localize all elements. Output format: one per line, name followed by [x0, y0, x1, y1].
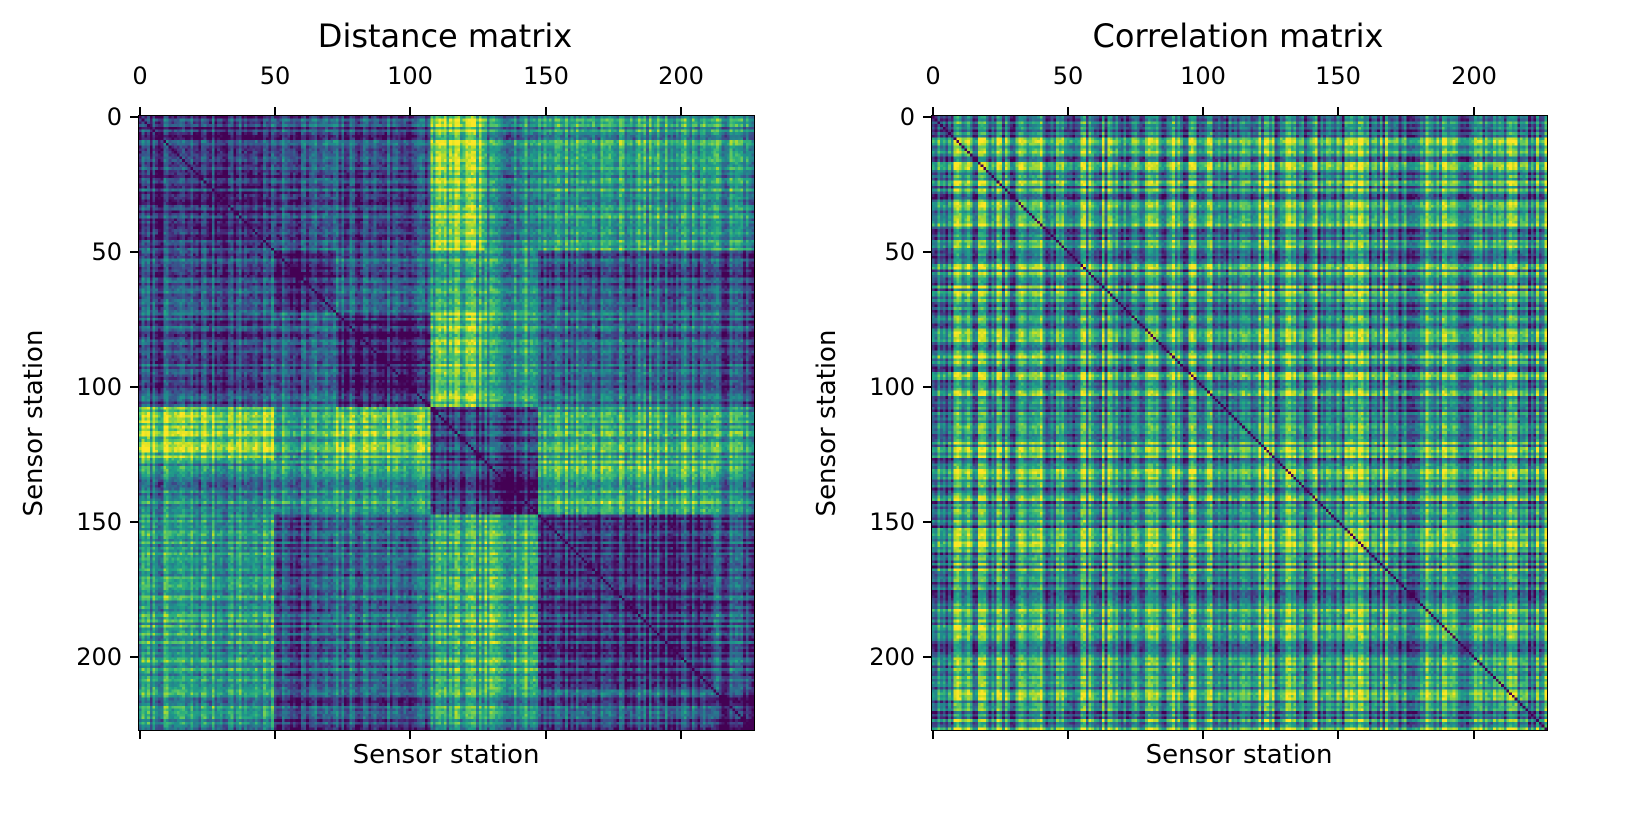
y-tick-mark [130, 656, 138, 658]
correlation-heatmap-cells [932, 116, 1547, 730]
chart-title: Distance matrix [317, 17, 573, 55]
x-tick-mark-bottom [1337, 731, 1339, 739]
y-tick-label: 50 [884, 238, 915, 266]
x-tick-mark-top [409, 107, 411, 115]
x-tick-label: 100 [387, 62, 433, 90]
x-tick-mark-bottom [545, 731, 547, 739]
x-tick-mark-bottom [409, 731, 411, 739]
x-tick-mark-bottom [932, 731, 934, 739]
y-tick-mark [923, 116, 931, 118]
x-tick-mark-top [1473, 107, 1475, 115]
x-tick-mark-top [1202, 107, 1204, 115]
y-tick-mark [130, 116, 138, 118]
x-tick-mark-bottom [1473, 731, 1475, 739]
x-axis-label: Sensor station [1145, 740, 1333, 770]
x-axis-label: Sensor station [352, 740, 540, 770]
y-tick-label: 200 [76, 643, 122, 671]
x-tick-label: 150 [523, 62, 569, 90]
y-tick-label: 150 [76, 508, 122, 536]
x-tick-label: 50 [1052, 62, 1084, 90]
x-tick-mark-top [139, 107, 141, 115]
chart-title: Correlation matrix [1092, 17, 1384, 55]
x-tick-label: 200 [658, 62, 704, 90]
x-tick-mark-bottom [1067, 731, 1069, 739]
y-tick-mark [130, 251, 138, 253]
x-tick-mark-bottom [680, 731, 682, 739]
x-tick-label: 200 [1451, 62, 1497, 90]
x-tick-mark-bottom [274, 731, 276, 739]
x-tick-label: 150 [1315, 62, 1361, 90]
x-tick-mark-top [545, 107, 547, 115]
y-tick-label: 150 [869, 508, 915, 536]
x-tick-label: 50 [259, 62, 291, 90]
y-tick-mark [923, 251, 931, 253]
x-tick-mark-top [1067, 107, 1069, 115]
y-tick-label: 0 [899, 103, 915, 131]
x-tick-mark-bottom [1202, 731, 1204, 739]
y-tick-label: 50 [91, 238, 122, 266]
x-tick-label: 0 [132, 62, 148, 90]
x-tick-mark-top [932, 107, 934, 115]
y-tick-label: 0 [106, 103, 122, 131]
x-tick-mark-top [1337, 107, 1339, 115]
distance-heatmap-cells [139, 116, 754, 730]
y-tick-label: 100 [869, 373, 915, 401]
y-axis-label: Sensor station [812, 329, 842, 517]
y-tick-label: 100 [76, 373, 122, 401]
y-tick-label: 200 [869, 643, 915, 671]
x-tick-label: 0 [925, 62, 941, 90]
y-tick-mark [130, 521, 138, 523]
x-tick-label: 100 [1180, 62, 1226, 90]
correlation-heatmap [931, 115, 1548, 731]
distance-heatmap [138, 115, 755, 731]
y-tick-mark [923, 656, 931, 658]
y-tick-mark [923, 521, 931, 523]
y-tick-mark [923, 386, 931, 388]
x-tick-mark-bottom [139, 731, 141, 739]
x-tick-mark-top [680, 107, 682, 115]
y-tick-mark [130, 386, 138, 388]
x-tick-mark-top [274, 107, 276, 115]
